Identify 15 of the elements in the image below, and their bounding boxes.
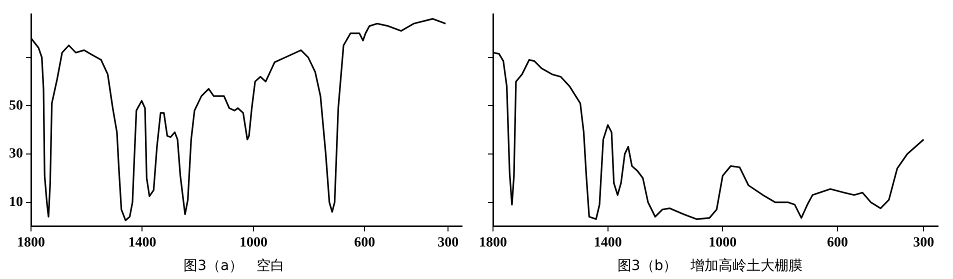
y-tick-label: 50 <box>9 98 23 114</box>
y-tick-label: 30 <box>9 146 23 162</box>
x-tick-label: 1800 <box>479 235 507 250</box>
y-tick-label: 10 <box>9 194 23 210</box>
x-tick-label: 600 <box>354 235 376 250</box>
text: 图3（b） 增加高岭土大棚膜 <box>617 258 803 274</box>
x-tick-label: 1000 <box>239 235 268 250</box>
x-tick-label: 1800 <box>17 235 45 250</box>
x-tick-label: 1400 <box>594 235 622 250</box>
x-tick-label: 1400 <box>128 235 156 250</box>
text: 图3（a） 空白 <box>184 258 284 274</box>
x-tick-label: 300 <box>913 235 934 250</box>
x-tick-label: 600 <box>827 235 848 250</box>
x-tick-label: 1000 <box>708 235 737 250</box>
x-tick-label: 300 <box>438 235 459 250</box>
